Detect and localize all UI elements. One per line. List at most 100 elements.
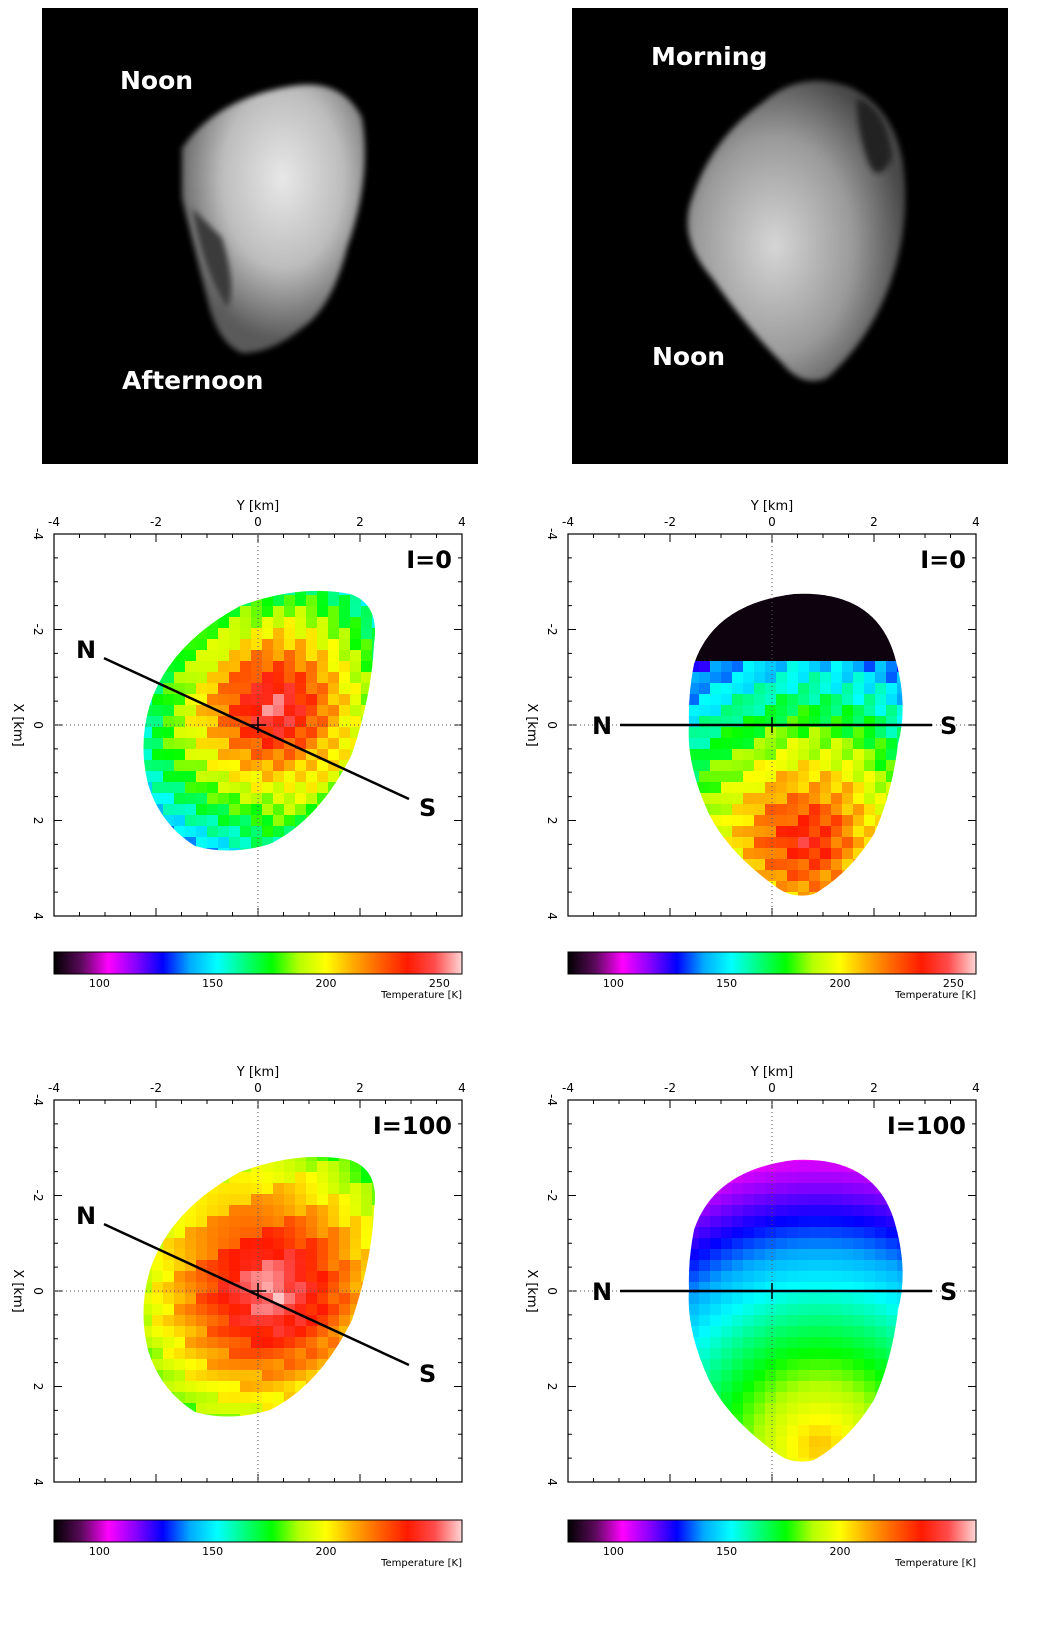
- x-tick-label: 0: [768, 1081, 776, 1095]
- illumination-label: I=100: [373, 1112, 452, 1140]
- x-tick-label: 2: [870, 515, 878, 529]
- x-axis-label: Y [km]: [750, 1065, 793, 1080]
- x-tick-label: 2: [356, 515, 364, 529]
- colorbar-tick-label: 100: [603, 977, 624, 990]
- pole-label-south: S: [419, 794, 436, 822]
- y-tick-label: -4: [31, 528, 45, 540]
- y-tick-label: 0: [31, 1287, 45, 1295]
- photo-label-bottom: Afternoon: [122, 366, 264, 395]
- temperature-map-panel: Y [km] X [km] -4 -2 0 2 4 -4 -2 0 2 4 I=0 N S 100 150 200…: [10, 499, 466, 1001]
- pole-label-south: S: [940, 1278, 957, 1306]
- colorbar: [567, 951, 977, 975]
- y-tick-label: 2: [31, 1383, 45, 1391]
- illumination-label: I=0: [406, 546, 452, 574]
- x-tick-label: -2: [150, 1081, 162, 1095]
- temperature-map-panel: Y [km] X [km] -4 -2 0 2 4 -4 -2 0 2 4 I=100 N S 100 150 2…: [10, 1065, 466, 1569]
- x-axis-label: Y [km]: [236, 499, 279, 514]
- colorbar: [567, 1519, 977, 1543]
- y-tick-label: 2: [545, 1383, 559, 1391]
- x-tick-label: -4: [48, 1081, 60, 1095]
- asteroid-body: [143, 590, 375, 851]
- colorbar-tick-label: 150: [202, 1545, 223, 1558]
- asteroid-image-left: Noon Afternoon: [42, 8, 478, 464]
- pole-label-north: N: [592, 1278, 612, 1306]
- y-axis-label: X [km]: [10, 1269, 25, 1312]
- colorbar-tick-label: 100: [603, 1545, 624, 1558]
- x-tick-label: 4: [458, 515, 466, 529]
- photo-label-bottom: Noon: [652, 342, 726, 371]
- y-tick-label: -4: [545, 1094, 559, 1106]
- asteroid-shape-right: [687, 80, 906, 381]
- colorbar-tick-label: 200: [316, 1545, 337, 1558]
- y-tick-label: -2: [545, 1190, 559, 1202]
- y-tick-label: 0: [31, 721, 45, 729]
- x-tick-label: -2: [664, 515, 676, 529]
- x-tick-label: 4: [458, 1081, 466, 1095]
- colorbar-tick-label: 200: [830, 977, 851, 990]
- y-tick-label: -4: [31, 1094, 45, 1106]
- y-tick-label: 2: [545, 817, 559, 825]
- x-tick-label: -4: [562, 1081, 574, 1095]
- pole-label-north: N: [76, 636, 96, 664]
- temperature-tiles: [688, 593, 903, 896]
- y-tick-label: -2: [31, 624, 45, 636]
- temperature-map-panel: Y [km] X [km] -4 -2 0 2 4 -4 -2 0 2 4 I=100 N S 100 150 2…: [524, 1065, 980, 1569]
- colorbar-tick-label: 150: [716, 977, 737, 990]
- x-tick-label: -4: [562, 515, 574, 529]
- x-tick-label: 2: [356, 1081, 364, 1095]
- asteroid-image-right: Morning Noon: [572, 8, 1008, 464]
- asteroid-body: [688, 1159, 903, 1462]
- x-tick-label: 4: [972, 515, 980, 529]
- y-axis-label: X [km]: [524, 1269, 539, 1312]
- y-axis-label: X [km]: [524, 703, 539, 746]
- pole-label-south: S: [419, 1360, 436, 1388]
- x-tick-label: -2: [664, 1081, 676, 1095]
- illumination-label: I=100: [887, 1112, 966, 1140]
- colorbar-tick-label: 100: [89, 977, 110, 990]
- x-tick-label: -4: [48, 515, 60, 529]
- y-axis-label: X [km]: [10, 703, 25, 746]
- pole-axis-line: [103, 1223, 410, 1367]
- colorbar: [53, 1519, 463, 1543]
- y-tick-label: 4: [31, 1478, 45, 1486]
- x-axis-label: Y [km]: [750, 499, 793, 514]
- colorbar-tick-label: 200: [830, 1545, 851, 1558]
- colorbar-title: Temperature [K]: [894, 990, 976, 1001]
- y-tick-label: 4: [545, 912, 559, 920]
- colorbar-tick-label: 150: [202, 977, 223, 990]
- temperature-tiles: [688, 1159, 903, 1462]
- y-tick-label: -2: [31, 1190, 45, 1202]
- pole-axis-line: [103, 657, 410, 801]
- y-tick-label: -4: [545, 528, 559, 540]
- colorbar-tick-label: 100: [89, 1545, 110, 1558]
- x-tick-label: 4: [972, 1081, 980, 1095]
- temperature-tiles: [143, 1156, 375, 1417]
- x-axis-label: Y [km]: [236, 1065, 279, 1080]
- colorbar-tick-label: 150: [716, 1545, 737, 1558]
- asteroid-body: [143, 1156, 375, 1417]
- pole-label-south: S: [940, 712, 957, 740]
- colorbar-tick-label: 200: [316, 977, 337, 990]
- pole-label-north: N: [592, 712, 612, 740]
- x-tick-label: 0: [768, 515, 776, 529]
- colorbar-title: Temperature [K]: [380, 1558, 462, 1569]
- x-tick-label: 0: [254, 515, 262, 529]
- y-tick-label: 0: [545, 1287, 559, 1295]
- asteroid-shape-left: [182, 84, 365, 354]
- asteroid-body: [688, 593, 903, 896]
- photo-label-top: Morning: [651, 42, 768, 71]
- colorbar: [53, 951, 463, 975]
- y-tick-label: 0: [545, 721, 559, 729]
- x-tick-label: -2: [150, 515, 162, 529]
- y-tick-label: 2: [31, 817, 45, 825]
- x-tick-label: 0: [254, 1081, 262, 1095]
- pole-label-north: N: [76, 1202, 96, 1230]
- x-tick-label: 2: [870, 1081, 878, 1095]
- temperature-map-panel: Y [km] X [km] -4 -2 0 2 4 -4 -2 0 2 4 I=0 N S 100 150 200…: [524, 499, 980, 1001]
- colorbar-tick-label: 250: [429, 977, 450, 990]
- y-tick-label: 4: [545, 1478, 559, 1486]
- y-tick-label: -2: [545, 624, 559, 636]
- photo-label-top: Noon: [120, 66, 194, 95]
- colorbar-title: Temperature [K]: [380, 990, 462, 1001]
- illumination-label: I=0: [920, 546, 966, 574]
